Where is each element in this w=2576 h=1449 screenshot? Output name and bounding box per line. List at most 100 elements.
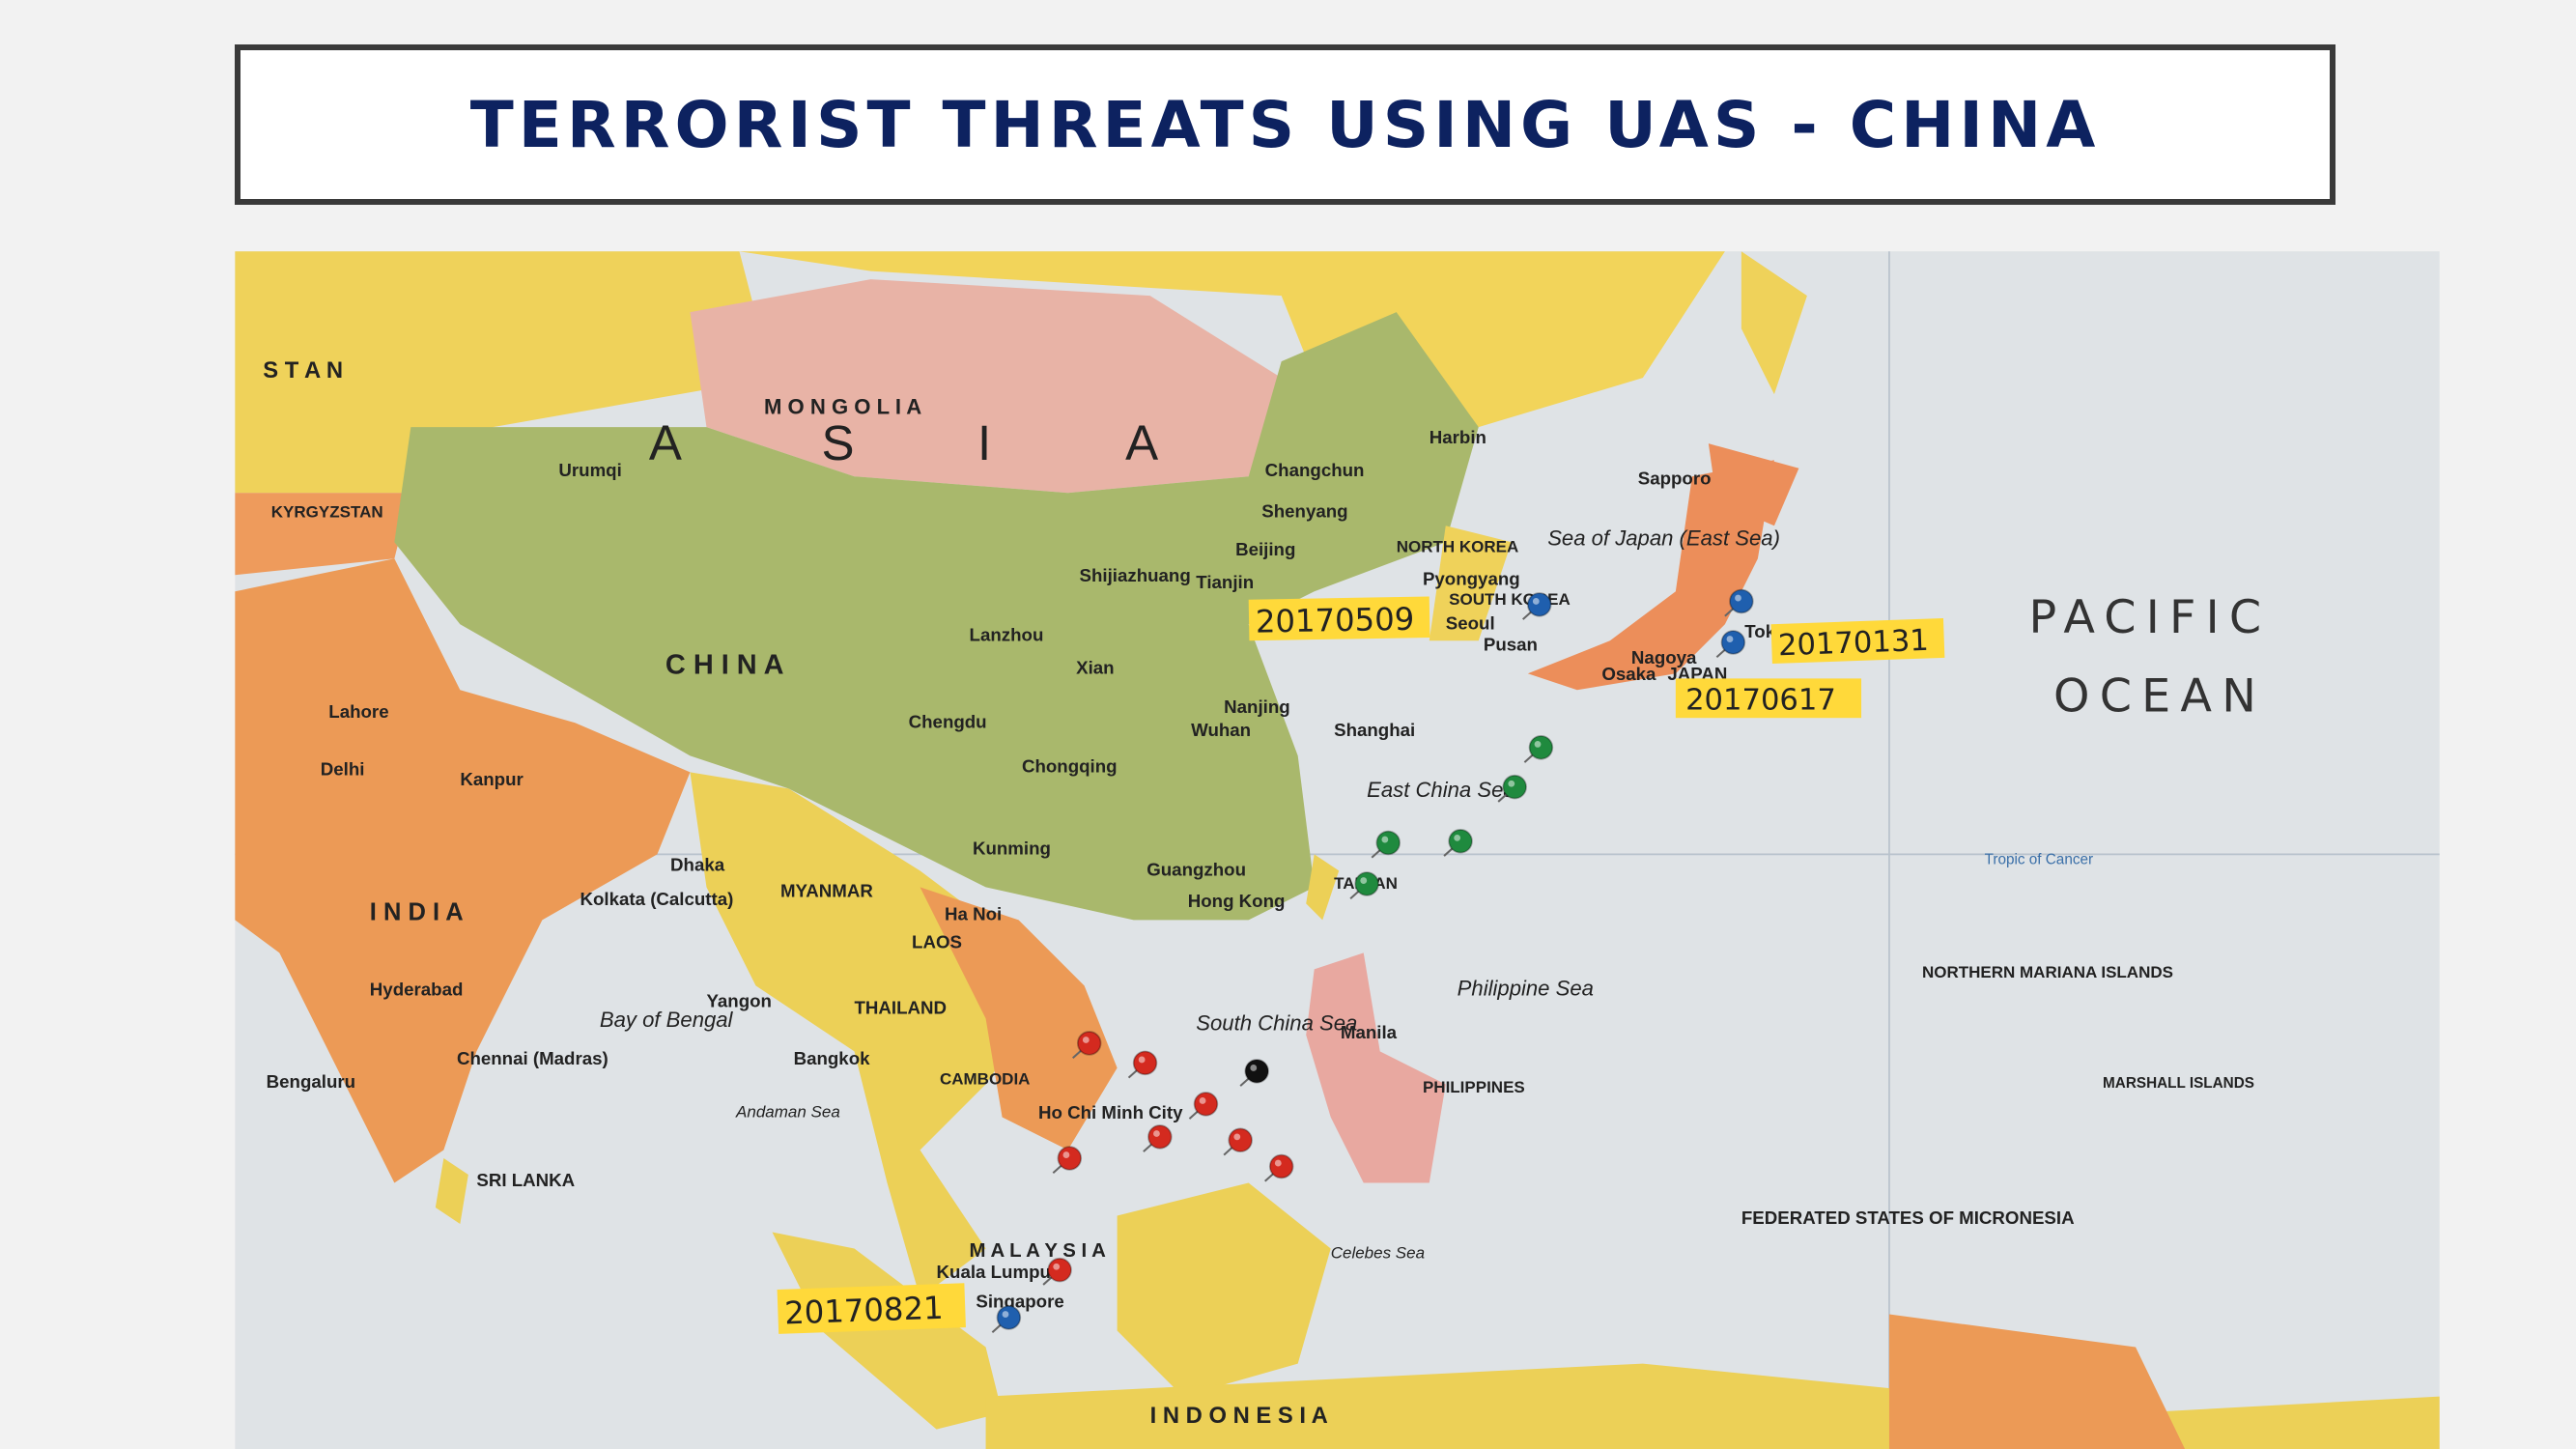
japan-land xyxy=(1527,460,1774,691)
city-label: Beijing xyxy=(1235,539,1295,559)
red-pin xyxy=(1052,1146,1083,1175)
pin-head xyxy=(1354,871,1379,896)
blue-pin xyxy=(1522,592,1552,620)
city-label: Shijiazhuang xyxy=(1080,565,1191,585)
city-label: Chennai (Madras) xyxy=(457,1048,609,1068)
pin-highlight xyxy=(1138,1056,1146,1064)
sea-label: Philippine Sea xyxy=(1458,977,1594,1001)
city-label: Pyongyang xyxy=(1423,568,1520,588)
sticky-note xyxy=(777,1283,966,1334)
region-label: MARSHALL ISLANDS xyxy=(2103,1075,2254,1092)
india-land xyxy=(235,558,691,1183)
city-label: Sapporo xyxy=(1638,469,1712,489)
region-label: SRI LANKA xyxy=(476,1170,575,1190)
region-label: THAILAND xyxy=(855,997,948,1017)
pin-head xyxy=(1375,830,1401,856)
city-label: Kuala Lumpur xyxy=(937,1262,1059,1282)
blue-pin xyxy=(1724,588,1754,617)
landmasses xyxy=(235,251,2440,1449)
sea-label: Tropic of Cancer xyxy=(1985,852,2094,868)
srilanka-land xyxy=(435,1157,468,1225)
city-label: Chengdu xyxy=(909,711,987,731)
city-label: Kunming xyxy=(973,838,1051,858)
sea-label: Andaman Sea xyxy=(735,1102,840,1121)
region-label: LAOS xyxy=(912,931,962,952)
region-label: CAMBODIA xyxy=(940,1069,1030,1088)
green-pin xyxy=(1371,830,1401,859)
green-pin xyxy=(1497,774,1527,803)
red-pin xyxy=(1072,1031,1102,1059)
region-label: I N D I A xyxy=(370,898,464,925)
kyrgyz-land xyxy=(235,493,411,576)
region-label: S xyxy=(822,415,855,470)
region-label: S T A N xyxy=(263,357,343,384)
city-labels: Harbin Changchun Shenyang Beijing Tianji… xyxy=(267,427,1797,1312)
pin-highlight xyxy=(1062,1151,1070,1158)
pin-highlight xyxy=(1726,636,1734,642)
pin-head xyxy=(996,1305,1022,1330)
black-pin xyxy=(1239,1059,1269,1087)
city-label: Nagoya xyxy=(1631,647,1697,668)
pin-highlight xyxy=(1250,1065,1258,1071)
russia-land xyxy=(739,251,1725,428)
ocean-label: OCEAN xyxy=(2053,669,2266,723)
city-label: Lanzhou xyxy=(970,624,1044,644)
city-label: Shenyang xyxy=(1261,501,1347,522)
region-label: C H I N A xyxy=(665,649,784,680)
city-label: Osaka xyxy=(1601,664,1656,684)
date-note-text: 20170131 xyxy=(1777,624,1929,663)
map-pins xyxy=(991,588,1754,1334)
pin-highlight xyxy=(1508,780,1515,787)
sticky-note xyxy=(1770,618,1945,665)
region-label: I xyxy=(977,415,991,470)
region-label: SOUTH KOREA xyxy=(1449,590,1571,609)
date-note-text: 20170821 xyxy=(784,1290,945,1332)
city-label: Xian xyxy=(1076,657,1114,677)
date-note: 20170509 xyxy=(1248,596,1430,641)
red-pin xyxy=(1264,1153,1294,1182)
green-pin xyxy=(1443,828,1473,857)
city-label: Kolkata (Calcutta) xyxy=(580,889,734,909)
city-label: Yangon xyxy=(706,991,772,1011)
city-label: Ho Chi Minh City xyxy=(1038,1102,1183,1122)
date-note-text: 20170509 xyxy=(1256,601,1415,640)
pin-highlight xyxy=(1199,1097,1206,1104)
blue-pin xyxy=(991,1305,1022,1334)
philippines-land xyxy=(1306,952,1446,1183)
city-label: Harbin xyxy=(1430,427,1486,447)
red-pin xyxy=(1188,1092,1219,1120)
sea-label: Sea of Japan (East Sea) xyxy=(1547,526,1780,551)
pin-highlight xyxy=(1053,1263,1061,1270)
city-label: Ha Noi xyxy=(945,903,1002,923)
slide-title: TERRORIST THREATS USING UAS - CHINA xyxy=(469,87,2101,162)
region-label: A xyxy=(1125,415,1158,470)
city-label: Seoul xyxy=(1446,612,1495,633)
pin-head xyxy=(1132,1050,1158,1076)
hokkaido-land xyxy=(1708,443,1799,526)
city-label: Nanjing xyxy=(1224,696,1290,717)
red-pin xyxy=(1143,1124,1173,1152)
region-label: MYANMAR xyxy=(780,881,873,901)
pin-head xyxy=(1268,1153,1294,1179)
date-note-text: 20170617 xyxy=(1685,684,1836,718)
sticky-note xyxy=(1248,596,1430,641)
red-pin xyxy=(1042,1257,1072,1286)
green-pin xyxy=(1349,871,1379,900)
date-notes: 20170509 20170131 20170617 20170821 xyxy=(777,596,1945,1334)
sumatra-land xyxy=(772,1232,1003,1430)
pin-head xyxy=(1193,1092,1219,1117)
pin-head xyxy=(1228,1127,1253,1153)
region-label: M O N G O L I A xyxy=(764,395,921,419)
korea-land xyxy=(1429,526,1512,641)
pin-head xyxy=(1526,592,1552,617)
date-note: 20170821 xyxy=(777,1283,966,1334)
city-label: Dhaka xyxy=(670,854,725,874)
china-land xyxy=(394,312,1479,921)
region-label: I N D O N E S I A xyxy=(1150,1403,1328,1429)
city-label: Hong Kong xyxy=(1188,891,1286,911)
pin-head xyxy=(1076,1031,1102,1056)
ocean-label: PACIFIC xyxy=(2029,591,2272,644)
city-label: Delhi xyxy=(321,759,365,780)
pin-highlight xyxy=(1274,1159,1282,1167)
kamchatka-land xyxy=(1741,251,1807,395)
